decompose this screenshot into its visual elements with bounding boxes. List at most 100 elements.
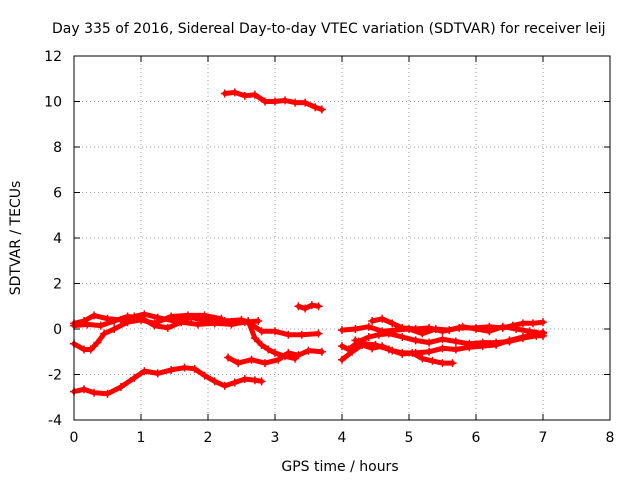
data-point bbox=[230, 378, 239, 387]
data-point bbox=[83, 320, 92, 329]
data-point bbox=[508, 321, 517, 330]
data-point bbox=[361, 339, 370, 348]
data-point bbox=[177, 318, 186, 327]
x-tick-label: 3 bbox=[271, 430, 280, 446]
data-point bbox=[180, 363, 189, 372]
y-tick-label: -4 bbox=[48, 413, 62, 429]
x-tick-label: 8 bbox=[606, 430, 615, 446]
data-point bbox=[274, 355, 283, 364]
data-point bbox=[438, 359, 447, 368]
data-point bbox=[110, 317, 119, 326]
data-point bbox=[200, 371, 209, 380]
data-point bbox=[264, 345, 273, 354]
data-point bbox=[210, 319, 219, 328]
y-axis-ticks: -4 -2 0 2 4 6 8 10 12 bbox=[44, 49, 610, 429]
data-point bbox=[234, 359, 243, 368]
data-point bbox=[86, 345, 95, 354]
data-point bbox=[425, 323, 434, 332]
data-point bbox=[338, 326, 346, 335]
data-point bbox=[338, 355, 346, 364]
data-point bbox=[438, 335, 447, 344]
data-point bbox=[485, 322, 494, 331]
data-point bbox=[130, 373, 139, 382]
y-tick-label: 8 bbox=[53, 140, 62, 156]
x-tick-label: 5 bbox=[405, 430, 414, 446]
data-point bbox=[254, 317, 263, 326]
data-point bbox=[398, 323, 407, 332]
data-point bbox=[257, 377, 266, 386]
data-point bbox=[96, 321, 105, 330]
y-tick-label: -2 bbox=[48, 368, 62, 384]
data-point bbox=[411, 325, 420, 333]
x-tick-label: 1 bbox=[137, 430, 146, 446]
data-point bbox=[240, 91, 249, 100]
data-point bbox=[364, 332, 373, 341]
data-point bbox=[281, 96, 290, 105]
data-point bbox=[425, 338, 434, 347]
data-point bbox=[314, 329, 323, 338]
data-point bbox=[210, 377, 219, 386]
data-arcs bbox=[70, 88, 547, 398]
data-point bbox=[224, 353, 233, 362]
data-point bbox=[260, 359, 269, 368]
data-point bbox=[528, 319, 537, 328]
data-point bbox=[291, 354, 300, 363]
data-point bbox=[338, 342, 346, 351]
data-point bbox=[368, 317, 377, 326]
data-point bbox=[284, 330, 293, 339]
data-point bbox=[123, 318, 132, 327]
data-point bbox=[140, 367, 149, 376]
data-point bbox=[257, 340, 266, 349]
y-tick-label: 10 bbox=[44, 95, 62, 111]
data-point bbox=[193, 320, 202, 329]
data-point bbox=[80, 345, 89, 354]
data-point bbox=[351, 336, 360, 345]
data-point bbox=[167, 365, 176, 374]
data-point bbox=[301, 98, 310, 107]
data-point bbox=[314, 302, 323, 311]
data-point bbox=[150, 319, 159, 328]
chart-title: Day 335 of 2016, Sidereal Day-to-day VTE… bbox=[52, 21, 606, 37]
data-point bbox=[153, 369, 162, 378]
data-point bbox=[304, 346, 313, 355]
data-point bbox=[281, 352, 290, 361]
data-point bbox=[478, 342, 487, 351]
x-tick-label: 2 bbox=[204, 430, 213, 446]
data-point bbox=[217, 314, 226, 323]
data-point bbox=[472, 323, 480, 332]
data-point bbox=[301, 304, 310, 313]
data-point bbox=[257, 327, 266, 336]
data-point bbox=[371, 340, 380, 349]
data-point bbox=[398, 332, 407, 341]
data-point bbox=[220, 89, 229, 98]
data-point bbox=[411, 348, 420, 357]
data-point bbox=[90, 388, 99, 397]
data-point bbox=[250, 90, 259, 99]
x-tick-label: 0 bbox=[70, 430, 79, 446]
data-point bbox=[93, 338, 102, 347]
x-axis-label: GPS time / hours bbox=[281, 459, 398, 475]
data-point bbox=[448, 359, 457, 368]
data-point bbox=[532, 329, 541, 338]
x-axis-ticks: 0 1 2 3 4 5 6 7 8 bbox=[70, 56, 615, 446]
data-point bbox=[116, 383, 125, 392]
data-point bbox=[291, 98, 300, 107]
y-tick-label: 6 bbox=[53, 186, 62, 202]
data-point bbox=[80, 385, 89, 394]
data-point bbox=[518, 319, 527, 328]
data-point bbox=[351, 325, 360, 333]
data-point bbox=[455, 323, 464, 332]
data-point bbox=[384, 345, 393, 354]
data-point bbox=[250, 334, 259, 343]
data-point bbox=[348, 347, 357, 356]
data-point bbox=[498, 323, 507, 332]
data-point bbox=[103, 389, 112, 398]
y-tick-label: 2 bbox=[53, 277, 62, 293]
data-point bbox=[465, 343, 474, 352]
y-tick-label: 4 bbox=[53, 231, 62, 247]
y-axis-label: SDTVAR / TECUs bbox=[8, 181, 24, 296]
data-point bbox=[294, 302, 303, 311]
data-point bbox=[451, 345, 460, 354]
data-point bbox=[110, 325, 119, 333]
